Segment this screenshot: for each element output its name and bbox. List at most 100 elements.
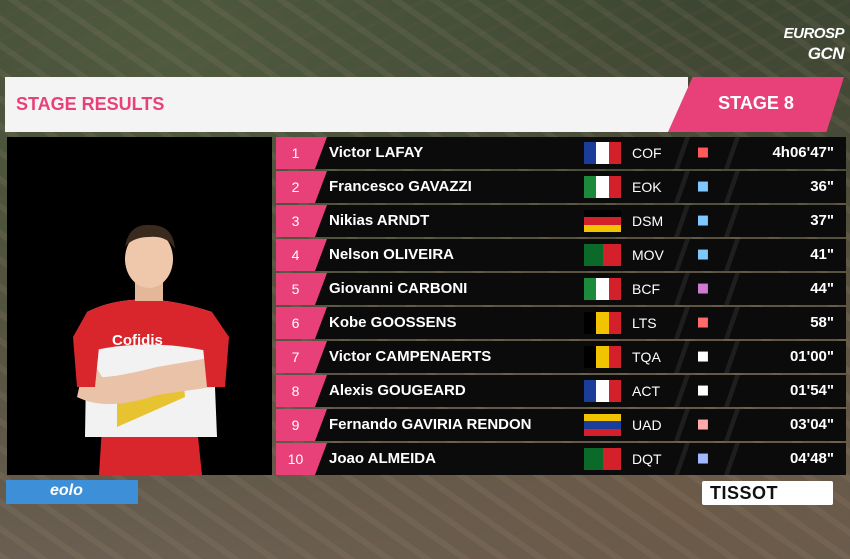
team-code: ACT — [632, 383, 660, 399]
row-divider — [674, 273, 690, 305]
country-flag-icon — [584, 346, 621, 368]
team-code: LTS — [632, 315, 657, 331]
rider-name: Victor CAMPENAERTS — [329, 348, 492, 365]
rider-name: Kobe GOOSSENS — [329, 314, 457, 331]
row-divider — [674, 137, 690, 169]
row-divider — [724, 375, 740, 407]
position-number: 6 — [276, 307, 315, 339]
result-row: 2 Francesco GAVAZZI EOK ■ 36" — [276, 171, 846, 203]
rider-name: Giovanni CARBONI — [329, 280, 468, 297]
country-flag-icon — [584, 380, 621, 402]
sponsor-eolo-logo: eolo — [6, 480, 138, 504]
position-number: 10 — [276, 443, 315, 475]
row-divider — [674, 239, 690, 271]
jersey-icon: ■ — [696, 315, 710, 330]
results-header: STAGE RESULTS — [5, 77, 688, 132]
country-flag-icon — [584, 448, 621, 470]
position-number: 7 — [276, 341, 315, 373]
result-row: 4 Nelson OLIVEIRA MOV ■ 41" — [276, 239, 846, 271]
jersey-icon: ■ — [696, 383, 710, 398]
row-divider — [674, 375, 690, 407]
position-number: 8 — [276, 375, 315, 407]
row-divider — [724, 171, 740, 203]
results-table: 1 Victor LAFAY COF ■ 4h06'47" 2 Francesc… — [276, 137, 846, 477]
page-title: STAGE RESULTS — [16, 94, 165, 114]
position-number: 5 — [276, 273, 315, 305]
country-flag-icon — [584, 210, 621, 232]
country-flag-icon — [584, 142, 621, 164]
position-accent — [315, 307, 327, 339]
team-code: MOV — [632, 247, 664, 263]
sponsor-tissot-logo: TISSOT — [702, 481, 833, 505]
rider-name: Francesco GAVAZZI — [329, 178, 472, 195]
team-code: DQT — [632, 451, 662, 467]
rider-name: Fernando GAVIRIA RENDON — [329, 416, 532, 433]
team-code: COF — [632, 145, 662, 161]
finish-time: 36" — [810, 178, 834, 195]
position-accent — [315, 341, 327, 373]
position-number: 9 — [276, 409, 315, 441]
rider-name: Victor LAFAY — [329, 144, 424, 161]
position-accent — [315, 137, 327, 169]
row-divider — [674, 443, 690, 475]
row-divider — [674, 409, 690, 441]
country-flag-icon — [584, 176, 621, 198]
svg-text:Cofidis: Cofidis — [112, 332, 163, 349]
result-row: 10 Joao ALMEIDA DQT ■ 04'48" — [276, 443, 846, 475]
team-code: BCF — [632, 281, 660, 297]
team-code: EOK — [632, 179, 662, 195]
position-accent — [315, 171, 327, 203]
position-accent — [315, 239, 327, 271]
position-accent — [315, 273, 327, 305]
result-row: 6 Kobe GOOSSENS LTS ■ 58" — [276, 307, 846, 339]
country-flag-icon — [584, 244, 621, 266]
position-number: 3 — [276, 205, 315, 237]
jersey-icon: ■ — [696, 281, 710, 296]
position-number: 2 — [276, 171, 315, 203]
finish-time: 41" — [810, 246, 834, 263]
result-row: 8 Alexis GOUGEARD ACT ■ 01'54" — [276, 375, 846, 407]
position-accent — [315, 443, 327, 475]
row-divider — [724, 273, 740, 305]
row-divider — [724, 239, 740, 271]
team-code: DSM — [632, 213, 664, 229]
row-divider — [724, 205, 740, 237]
broadcaster-logo: EUROSP GCN — [783, 25, 845, 63]
position-accent — [315, 409, 327, 441]
stage-badge: STAGE 8 — [668, 77, 844, 132]
country-flag-icon — [584, 312, 621, 334]
position-number: 4 — [276, 239, 315, 271]
row-divider — [724, 137, 740, 169]
rider-name: Nikias ARNDT — [329, 212, 430, 229]
result-row: 1 Victor LAFAY COF ■ 4h06'47" — [276, 137, 846, 169]
result-row: 3 Nikias ARNDT DSM ■ 37" — [276, 205, 846, 237]
country-flag-icon — [584, 278, 621, 300]
result-row: 5 Giovanni CARBONI BCF ■ 44" — [276, 273, 846, 305]
rider-photo: Cofidis — [7, 137, 272, 475]
row-divider — [674, 307, 690, 339]
row-divider — [724, 307, 740, 339]
row-divider — [724, 341, 740, 373]
country-flag-icon — [584, 414, 621, 436]
finish-time: 37" — [810, 212, 834, 229]
row-divider — [724, 443, 740, 475]
team-code: UAD — [632, 417, 662, 433]
result-row: 9 Fernando GAVIRIA RENDON UAD ■ 03'04" — [276, 409, 846, 441]
rider-name: Alexis GOUGEARD — [329, 382, 466, 399]
jersey-icon: ■ — [696, 349, 710, 364]
finish-time: 4h06'47" — [772, 144, 834, 161]
jersey-icon: ■ — [696, 213, 710, 228]
team-code: TQA — [632, 349, 661, 365]
position-accent — [315, 375, 327, 407]
row-divider — [674, 341, 690, 373]
finish-time: 44" — [810, 280, 834, 297]
row-divider — [674, 205, 690, 237]
jersey-icon: ■ — [696, 179, 710, 194]
finish-time: 01'54" — [789, 382, 834, 399]
finish-time: 03'04" — [789, 416, 834, 433]
finish-time: 58" — [810, 314, 834, 331]
jersey-icon: ■ — [696, 247, 710, 262]
result-row: 7 Victor CAMPENAERTS TQA ■ 01'00" — [276, 341, 846, 373]
position-accent — [315, 205, 327, 237]
position-number: 1 — [276, 137, 315, 169]
